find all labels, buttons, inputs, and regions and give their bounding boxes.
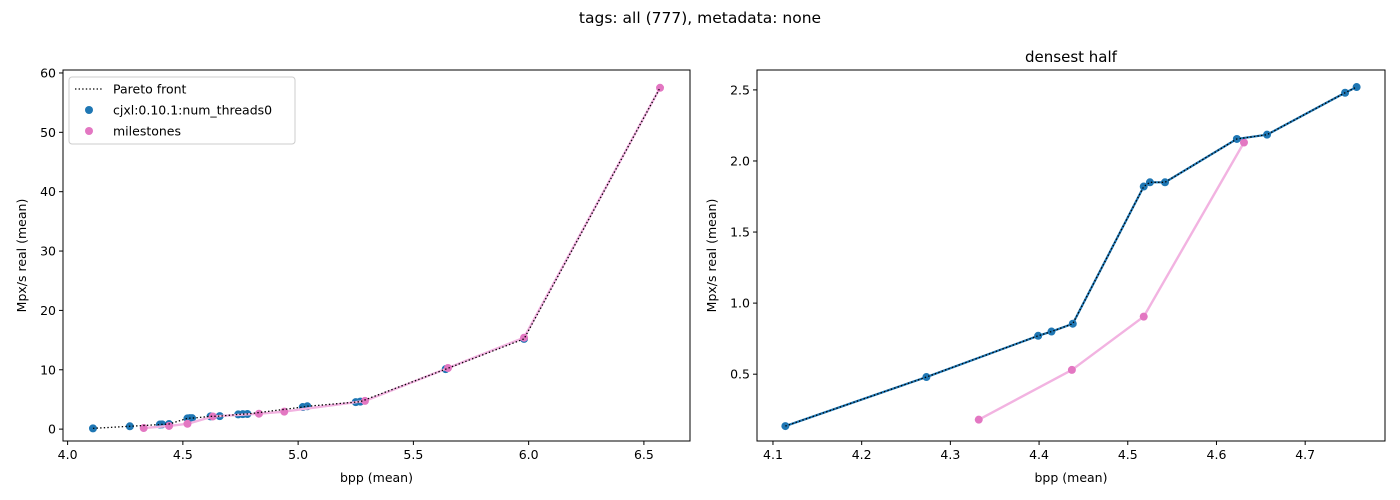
data-point-cjxl-0-10-1-num-threads0	[1352, 83, 1361, 92]
data-point-milestones	[520, 333, 529, 342]
y-axis-label: Mpx/s real (mean)	[14, 199, 29, 313]
legend: Pareto front cjxl:0.10.1:num_threads0mile…	[68, 76, 296, 145]
data-point-cjxl-0-10-1-num-threads0	[188, 414, 197, 423]
data-point-milestones	[165, 421, 174, 430]
data-point-milestones	[1067, 365, 1076, 374]
x-tick-label: 6.0	[519, 447, 539, 462]
data-point-cjxl-0-10-1-num-threads0	[1161, 178, 1170, 187]
x-tick-label: 6.5	[634, 447, 654, 462]
y-tick-label: 1.5	[730, 225, 750, 240]
data-point-milestones	[1239, 138, 1248, 147]
axes-frame	[756, 69, 1386, 442]
y-tick-label: 40	[40, 184, 56, 199]
data-point-milestones	[139, 424, 148, 433]
series-line-milestones	[143, 87, 662, 430]
right-chart-densest-half: 4.1 4.2 4.3 4.4 4.5 4.6 4.7 0.5 1.0 1.5 2.0 2.5 bpp …	[704, 48, 1386, 485]
x-axis-label: bpp (mean)	[1035, 470, 1108, 485]
legend-box	[68, 76, 296, 145]
axes-frame	[62, 69, 691, 442]
x-tick-label: 4.7	[1295, 447, 1315, 462]
x-tick-label: 4.4	[1029, 447, 1049, 462]
chart-title: densest half	[1025, 48, 1118, 66]
legend-label: Pareto front	[113, 82, 187, 97]
y-tick-label: 1.0	[730, 296, 750, 311]
y-axis-label: Mpx/s real (mean)	[704, 199, 719, 313]
series-line-milestones	[978, 141, 1246, 421]
x-tick-label: 4.5	[1118, 447, 1138, 462]
data-point-cjxl-0-10-1-num-threads0	[1047, 327, 1056, 336]
data-point-milestones	[183, 419, 192, 428]
series-line-cjxl-0-10-1-num-threads0	[785, 86, 1358, 428]
data-point-cjxl-0-10-1-num-threads0	[922, 373, 931, 382]
series-line-pareto-front	[92, 87, 661, 430]
y-tick-label: 60	[40, 65, 56, 80]
legend-label: milestones	[113, 124, 181, 139]
data-point-cjxl-0-10-1-num-threads0	[1068, 319, 1077, 328]
figure-title: tags: all (777), metadata: none	[579, 9, 821, 27]
data-point-cjxl-0-10-1-num-threads0	[1263, 130, 1272, 139]
data-point-milestones	[656, 83, 665, 92]
x-tick-label: 4.2	[852, 447, 872, 462]
data-point-cjxl-0-10-1-num-threads0	[1034, 331, 1043, 340]
y-tick-label: 0.5	[730, 367, 750, 382]
legend-label: cjxl:0.10.1:num_threads0	[113, 103, 272, 118]
x-tick-label: 5.5	[403, 447, 423, 462]
x-axis-label: bpp (mean)	[340, 470, 413, 485]
y-tick-label: 10	[40, 362, 56, 377]
x-tick-label: 4.5	[173, 447, 193, 462]
data-point-milestones	[360, 396, 369, 405]
x-tick-label: 4.6	[1207, 447, 1227, 462]
data-point-milestones	[443, 363, 452, 372]
y-tick-label: 50	[40, 125, 56, 140]
data-point-cjxl-0-10-1-num-threads0	[1145, 178, 1154, 187]
x-tick-label: 4.1	[763, 447, 783, 462]
legend-swatch-marker	[85, 127, 93, 135]
left-chart: 4.0 4.5 5.0 5.5 6.0 6.5 0 10 20 30 40 50 60 bpp (mean…	[14, 65, 691, 485]
legend-swatch-marker	[85, 106, 93, 114]
x-tick-label: 4.0	[58, 447, 78, 462]
plot-area	[88, 83, 665, 433]
y-tick-label: 2.5	[730, 82, 750, 97]
data-point-milestones	[974, 415, 983, 424]
data-point-milestones	[254, 409, 263, 418]
y-tick-label: 2.0	[730, 153, 750, 168]
x-tick-label: 5.0	[288, 447, 308, 462]
data-point-milestones	[1139, 312, 1148, 321]
x-tick-label: 4.3	[940, 447, 960, 462]
y-tick-label: 20	[40, 303, 56, 318]
y-tick-label: 30	[40, 244, 56, 259]
plot-area	[781, 83, 1361, 431]
series-line-pareto-front	[785, 86, 1357, 427]
y-tick-label: 0	[48, 422, 56, 437]
data-point-cjxl-0-10-1-num-threads0	[1139, 182, 1148, 191]
data-point-milestones	[208, 412, 217, 421]
